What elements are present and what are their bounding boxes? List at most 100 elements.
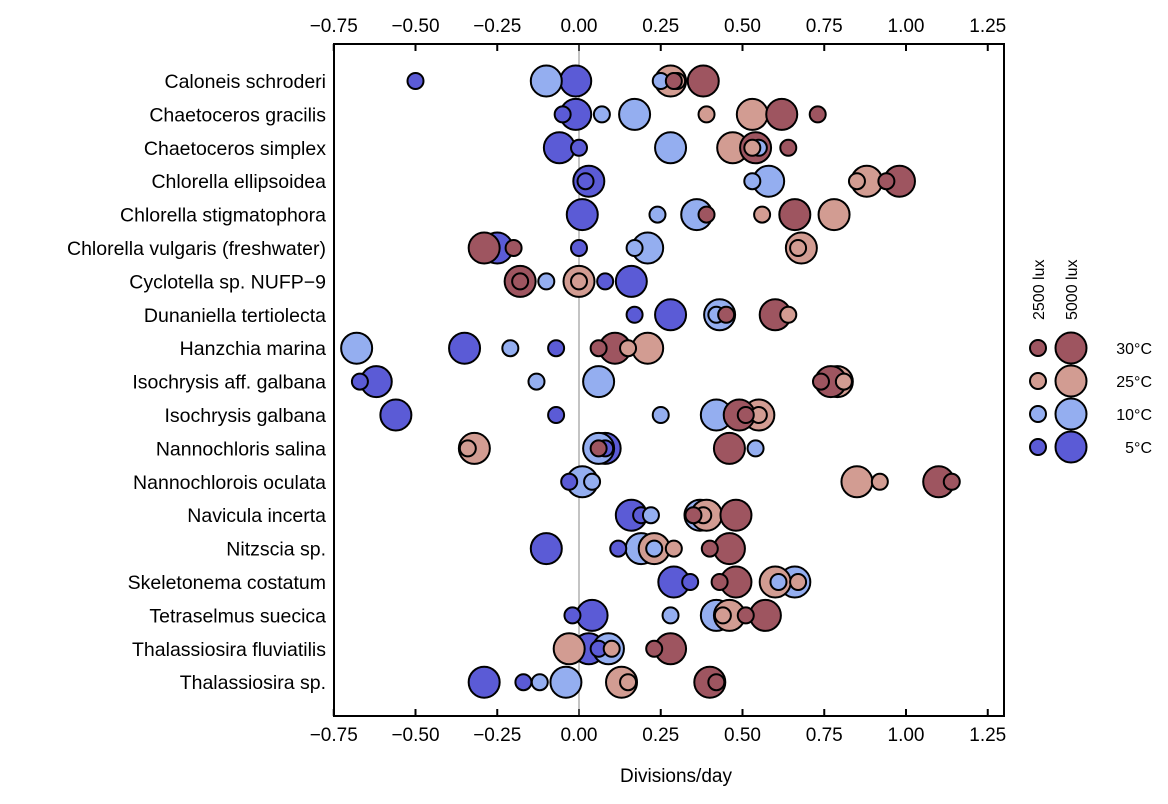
data-point-10c-2500lux xyxy=(641,506,660,525)
x-tick-label-bottom: 1.25 xyxy=(969,725,1006,746)
category-label: Tetraselmus suecica xyxy=(149,605,326,627)
data-point-5c-2500lux xyxy=(547,406,566,424)
data-point-30c-2500lux xyxy=(589,439,608,458)
data-point-30c-2500lux xyxy=(877,172,896,191)
legend-swatch-small xyxy=(1029,339,1047,357)
category-label: Chlorella stigmatophora xyxy=(120,205,326,227)
data-point-25c-2500lux xyxy=(779,305,798,324)
category-label: Cyclotella sp. NUFP−9 xyxy=(129,271,326,293)
data-point-30c-5000lux xyxy=(686,64,720,98)
x-tick-label-top: −0.75 xyxy=(310,16,358,37)
category-label: Isochrysis galbana xyxy=(164,405,326,427)
category-label: Thalassiosira sp. xyxy=(180,672,326,694)
legend-label: 10°C xyxy=(1116,407,1152,424)
x-tick-label-top: −0.25 xyxy=(473,16,521,37)
data-point-10c-2500lux xyxy=(501,339,520,358)
category-label: Chaetoceros simplex xyxy=(144,138,326,160)
data-point-25c-5000lux xyxy=(817,198,851,232)
data-point-25c-5000lux xyxy=(735,97,769,131)
data-point-25c-5000lux xyxy=(840,465,874,499)
x-tick-label-bottom: 0.25 xyxy=(642,725,679,746)
x-tick-label-top: 0.00 xyxy=(561,16,598,37)
category-label: Nitzscia sp. xyxy=(226,539,326,561)
data-point-30c-2500lux xyxy=(684,506,703,525)
legend-label: 5°C xyxy=(1125,440,1152,457)
x-axis-title: Divisions/day xyxy=(620,766,732,787)
data-point-30c-2500lux xyxy=(707,673,726,692)
axis-ticks: −0.75 −0.75 −0.50 −0.50 −0.25 −0.25 0.00 0.00 0.… xyxy=(310,16,1007,746)
data-point-10c-2500lux xyxy=(743,172,762,191)
x-tick-label-bottom: 0.50 xyxy=(724,725,761,746)
data-point-5c-2500lux xyxy=(570,239,588,257)
category-label: Chlorella vulgaris (freshwater) xyxy=(67,238,326,260)
legend: 2500 lux 5000 lux 30°C 25°C 10°C 5°C xyxy=(1029,260,1152,464)
data-point-25c-2500lux xyxy=(619,673,638,692)
x-tick-label-top: 1.25 xyxy=(969,16,1006,37)
x-tick-label-bottom: 0.75 xyxy=(806,725,843,746)
x-tick-label-top: 1.00 xyxy=(888,16,925,37)
data-point-10c-2500lux xyxy=(537,272,556,291)
data-point-25c-2500lux xyxy=(847,172,866,191)
data-point-10c-5000lux xyxy=(582,365,616,399)
x-tick-label-bottom: −0.75 xyxy=(310,725,358,746)
data-point-25c-2500lux xyxy=(834,372,853,391)
x-tick-label-top: 0.75 xyxy=(806,16,843,37)
data-point-25c-2500lux xyxy=(789,239,808,257)
data-point-10c-2500lux xyxy=(645,539,664,558)
data-point-25c-5000lux xyxy=(552,632,586,666)
data-point-10c-5000lux xyxy=(529,64,563,98)
data-point-5c-2500lux xyxy=(563,606,582,625)
data-point-30c-2500lux xyxy=(942,472,961,491)
data-point-5c-5000lux xyxy=(654,298,688,332)
data-point-5c-2500lux xyxy=(596,272,615,291)
data-point-25c-2500lux xyxy=(458,439,477,458)
data-point-30c-2500lux xyxy=(811,372,830,391)
x-tick-label-bottom: −0.50 xyxy=(391,725,439,746)
data-point-30c-2500lux xyxy=(645,639,664,658)
data-point-25c-2500lux xyxy=(570,272,588,291)
data-point-25c-2500lux xyxy=(602,639,621,658)
legend-swatch-large xyxy=(1054,430,1088,464)
data-point-10c-2500lux xyxy=(648,205,667,224)
category-label: Dunaniella tertiolecta xyxy=(144,305,326,327)
data-point-30c-2500lux xyxy=(808,105,827,124)
data-point-30c-2500lux xyxy=(700,539,719,558)
data-point-30c-2500lux xyxy=(664,72,683,90)
data-point-30c-2500lux xyxy=(504,239,523,257)
category-labels: Caloneis schroderi Chaetoceros gracilis Ch… xyxy=(67,71,326,694)
data-point-5c-5000lux xyxy=(379,398,413,432)
plot-frame xyxy=(333,43,1005,717)
data-point-10c-2500lux xyxy=(625,239,644,257)
data-point-30c-2500lux xyxy=(511,272,530,291)
data-point-10c-2500lux xyxy=(661,606,680,625)
legend-swatch-large xyxy=(1054,364,1088,398)
data-point-30c-5000lux xyxy=(719,498,753,532)
data-point-30c-2500lux xyxy=(697,205,716,224)
data-point-5c-2500lux xyxy=(553,105,572,124)
data-point-5c-2500lux xyxy=(609,539,628,558)
data-point-30c-2500lux xyxy=(710,573,729,591)
data-point-10c-5000lux xyxy=(618,97,652,131)
data-point-5c-2500lux xyxy=(625,305,644,324)
data-point-25c-2500lux xyxy=(697,105,716,124)
data-point-30c-5000lux xyxy=(765,97,799,131)
category-label: Nannochlorois oculata xyxy=(133,472,326,494)
category-label: Skeletonema costatum xyxy=(128,572,326,594)
category-label: Navicula incerta xyxy=(187,505,326,527)
data-point-10c-2500lux xyxy=(769,573,788,591)
category-label: Nannochloris salina xyxy=(156,438,326,460)
data-point-25c-2500lux xyxy=(619,339,638,358)
legend-swatch-small xyxy=(1029,372,1047,390)
legend-header-2500-lux: 2500 lux xyxy=(1031,260,1048,321)
data-point-10c-2500lux xyxy=(527,372,546,391)
legend-swatch-small xyxy=(1029,438,1047,456)
data-point-30c-5000lux xyxy=(467,231,501,265)
data-point-5c-2500lux xyxy=(576,172,595,191)
x-tick-label-bottom: 1.00 xyxy=(888,725,925,746)
data-point-5c-5000lux xyxy=(565,198,599,232)
legend-swatch-large xyxy=(1054,397,1088,431)
category-label: Isochrysis aff. galbana xyxy=(132,372,326,394)
data-point-30c-2500lux xyxy=(736,406,755,424)
category-label: Chaetoceros gracilis xyxy=(149,104,326,126)
